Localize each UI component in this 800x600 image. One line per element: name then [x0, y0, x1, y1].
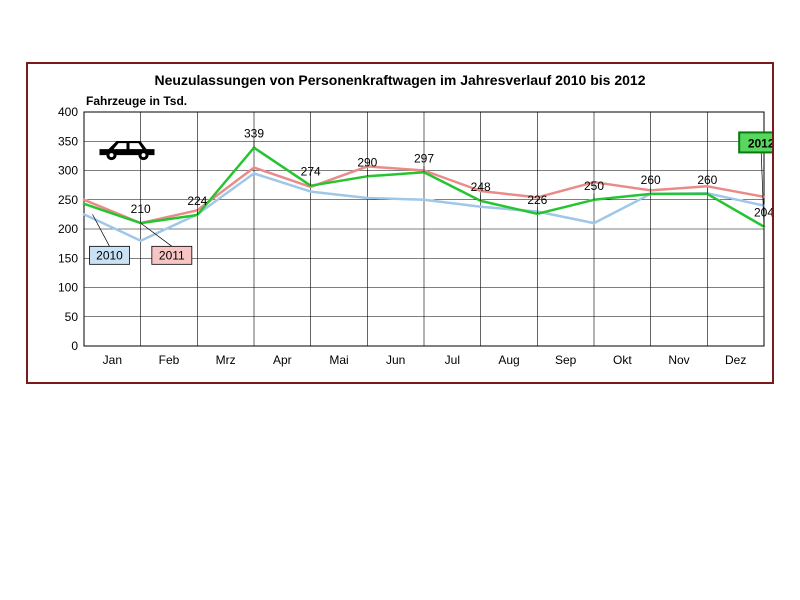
value-label: 274 [301, 165, 321, 179]
legend-2012-label: 2012 [748, 136, 772, 150]
y-tick-label: 400 [58, 105, 78, 119]
x-tick-label: Nov [668, 353, 689, 367]
x-tick-label: Feb [159, 353, 180, 367]
x-tick-label: Jan [103, 353, 122, 367]
y-tick-label: 150 [58, 251, 78, 265]
value-label: 339 [244, 127, 264, 141]
x-tick-label: Jul [445, 353, 460, 367]
chart-frame: Neuzulassungen von Personenkraftwagen im… [26, 62, 774, 384]
x-tick-label: Jun [386, 353, 405, 367]
x-tick-label: Aug [498, 353, 519, 367]
x-tick-label: Dez [725, 353, 746, 367]
legend-2011: 2011 [152, 246, 192, 264]
x-tick-label: Mrz [216, 353, 236, 367]
value-label: 226 [527, 193, 547, 207]
x-tick-label: Apr [273, 353, 292, 367]
line-chart: 0 50 100 150 200 250 300 350 400 Jan Feb Mrz Apr Mai J… [28, 64, 772, 382]
value-label: 250 [584, 179, 604, 193]
y-tick-label: 50 [65, 310, 79, 324]
value-label: 224 [187, 194, 207, 208]
y-tick-label: 200 [58, 222, 78, 236]
value-label: 297 [414, 151, 434, 165]
y-tick-label: 300 [58, 164, 78, 178]
value-label: 290 [357, 155, 377, 169]
value-label: 248 [471, 180, 491, 194]
y-tick-label: 100 [58, 281, 78, 295]
x-tick-label: Sep [555, 353, 577, 367]
svg-text:2010: 2010 [96, 248, 123, 262]
x-tick-label: Okt [613, 353, 632, 367]
car-icon [100, 141, 155, 160]
value-label: 210 [131, 202, 151, 216]
svg-text:2011: 2011 [159, 248, 185, 262]
x-tick-label: Mai [329, 353, 348, 367]
y-tick-label: 250 [58, 193, 78, 207]
y-tick-label: 350 [58, 134, 78, 148]
legend-2010: 2010 [90, 246, 130, 264]
value-label: 260 [641, 173, 661, 187]
value-label: 260 [697, 173, 717, 187]
y-tick-label: 0 [71, 339, 78, 353]
